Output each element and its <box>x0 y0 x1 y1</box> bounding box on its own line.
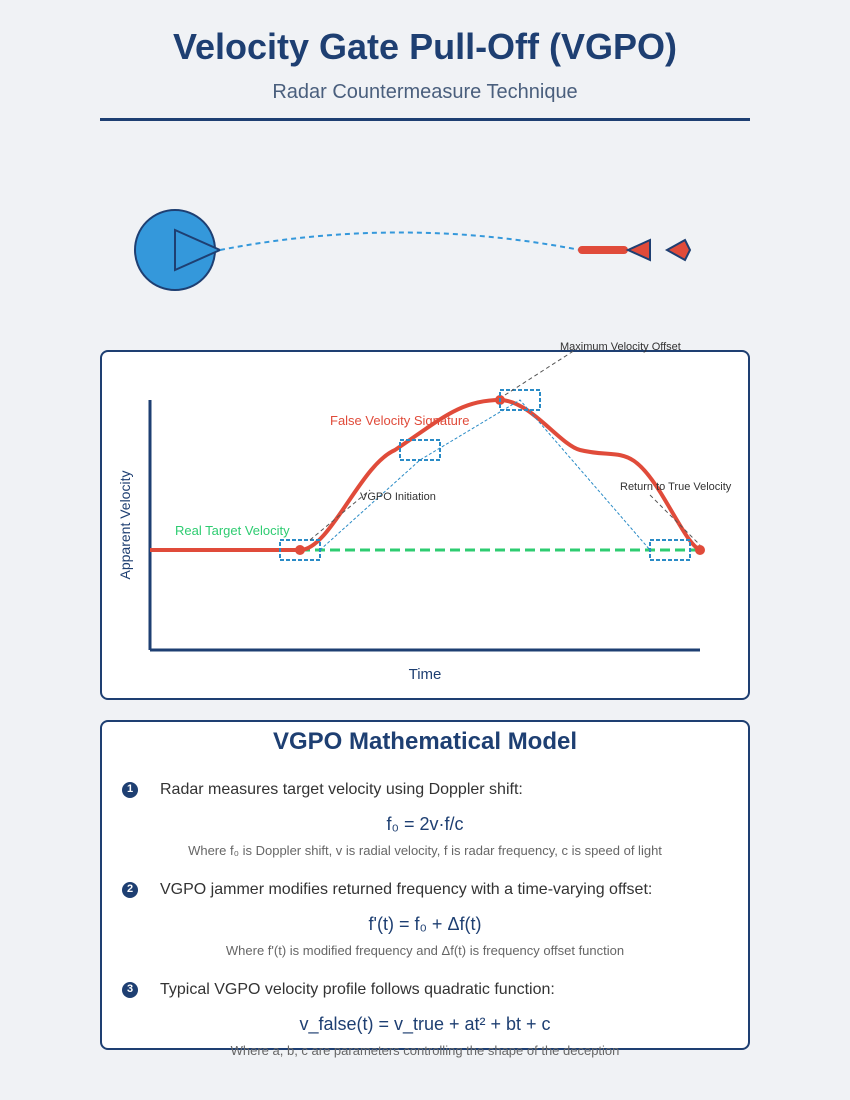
radar-beam <box>219 231 581 251</box>
max-offset-label: Maximum Velocity Offset <box>560 341 681 353</box>
target-fuselage <box>578 246 628 254</box>
math-model-title: VGPO Mathematical Model <box>272 728 578 755</box>
radar-illustration <box>134 209 692 291</box>
step-3-text: Typical VGPO velocity profile follows qu… <box>160 981 555 998</box>
aircraft-icon <box>664 238 692 262</box>
real-velocity-label: Real Target Velocity <box>175 523 290 538</box>
page-title: Velocity Gate Pull-Off (VGPO) <box>172 26 678 67</box>
step-1-formula: f₀ = 2v·f/c <box>386 814 464 834</box>
initiation-leader <box>309 489 371 541</box>
title-divider <box>100 118 750 121</box>
page-subtitle: Radar Countermeasure Technique <box>272 81 578 103</box>
velocity-chart-panel <box>100 350 750 700</box>
step-1-text: Radar measures target velocity using Dop… <box>160 781 523 798</box>
x-axis-label: Time <box>409 666 442 683</box>
velocity-gate-2 <box>399 439 441 461</box>
return-point <box>695 545 705 555</box>
step-2-formula: f'(t) = f₀ + Δf(t) <box>368 914 482 934</box>
max-offset-leader <box>504 349 576 396</box>
step-2-badge: 2 <box>122 882 138 898</box>
false-velocity-label: False Velocity Signature <box>330 413 469 428</box>
velocity-chart: Apparent Velocity Time Real Target Veloc… <box>117 341 732 683</box>
false-velocity-curve <box>150 397 702 552</box>
step-3-formula: v_false(t) = v_true + at² + bt + c <box>299 1014 551 1034</box>
return-leader <box>649 494 701 546</box>
step-1-note: Where f₀ is Doppler shift, v is radial v… <box>188 843 662 858</box>
gate-track <box>319 399 651 551</box>
velocity-gate-3 <box>499 389 541 411</box>
math-model-panel <box>100 720 750 1050</box>
velocity-gate-4 <box>649 539 691 561</box>
step-1-badge: 1 <box>122 782 138 798</box>
y-axis-label: Apparent Velocity <box>117 471 133 580</box>
initiation-point <box>295 545 305 555</box>
step-3-badge: 3 <box>122 982 138 998</box>
initiation-label: VGPO Initiation <box>360 491 436 503</box>
return-label: Return to True Velocity <box>620 481 732 493</box>
jammer-icon <box>625 238 651 262</box>
radar-emitter-icon <box>174 228 223 272</box>
step-2-note: Where f'(t) is modified frequency and Δf… <box>225 943 625 958</box>
step-2-text: VGPO jammer modifies returned frequency … <box>160 881 653 898</box>
step-3-note: Where a, b, c are parameters controlling… <box>230 1043 620 1058</box>
